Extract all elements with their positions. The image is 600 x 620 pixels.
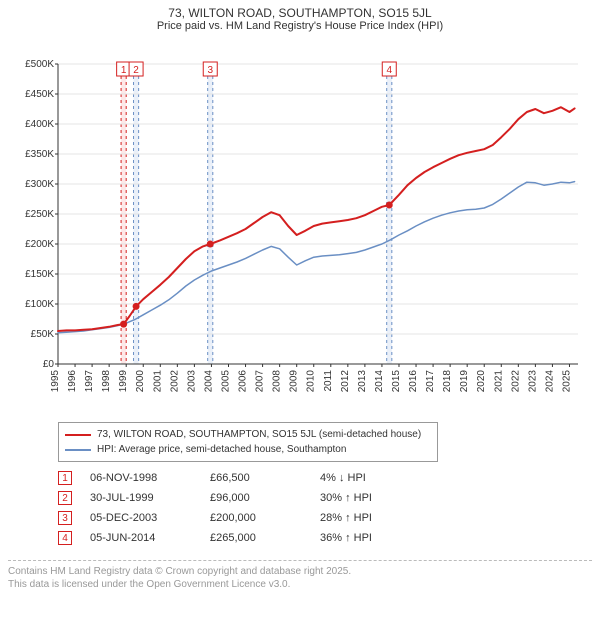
- transaction-price: £96,000: [210, 492, 320, 504]
- svg-text:2013: 2013: [357, 370, 368, 393]
- svg-text:£200K: £200K: [25, 239, 54, 250]
- svg-text:3: 3: [207, 65, 213, 76]
- svg-text:£50K: £50K: [31, 329, 55, 340]
- svg-text:1998: 1998: [101, 370, 112, 393]
- transaction-badge: 3: [58, 511, 72, 525]
- svg-text:2022: 2022: [510, 370, 521, 393]
- transaction-price: £265,000: [210, 532, 320, 544]
- svg-text:£350K: £350K: [25, 149, 54, 160]
- footer-attribution: Contains HM Land Registry data © Crown c…: [8, 560, 592, 591]
- svg-text:1997: 1997: [84, 370, 95, 393]
- legend-label-price-paid: 73, WILTON ROAD, SOUTHAMPTON, SO15 5JL (…: [97, 427, 421, 442]
- transaction-row: 3 05-DEC-2003£200,00028% ↑ HPI: [58, 508, 592, 528]
- svg-text:2012: 2012: [340, 370, 351, 393]
- transaction-row: 1 06-NOV-1998£66,5004% ↓ HPI: [58, 468, 592, 488]
- svg-text:£500K: £500K: [25, 59, 54, 70]
- svg-text:2017: 2017: [425, 370, 436, 393]
- chart-area: £0 £50K £100K £150K £200K £250K £300K £350K £400…: [8, 36, 592, 416]
- svg-text:1: 1: [121, 65, 127, 76]
- transaction-pct-vs-hpi: 4% ↓ HPI: [320, 472, 430, 484]
- transaction-price: £200,000: [210, 512, 320, 524]
- svg-text:2021: 2021: [493, 370, 504, 393]
- svg-text:2007: 2007: [255, 370, 266, 393]
- transaction-badge: 1: [58, 471, 72, 485]
- transaction-pct-vs-hpi: 36% ↑ HPI: [320, 532, 430, 544]
- svg-text:2020: 2020: [476, 370, 487, 393]
- transaction-date: 05-DEC-2003: [90, 512, 210, 524]
- svg-text:2008: 2008: [272, 370, 283, 393]
- svg-text:2019: 2019: [459, 370, 470, 393]
- svg-text:2015: 2015: [391, 370, 402, 393]
- svg-text:2009: 2009: [289, 370, 300, 393]
- svg-text:2003: 2003: [186, 370, 197, 393]
- svg-text:2024: 2024: [544, 370, 555, 393]
- chart-title-line1: 73, WILTON ROAD, SOUTHAMPTON, SO15 5JL: [8, 6, 592, 20]
- footer-line1: Contains HM Land Registry data © Crown c…: [8, 565, 592, 578]
- svg-text:2018: 2018: [442, 370, 453, 393]
- svg-text:£0: £0: [43, 359, 55, 370]
- svg-text:2010: 2010: [306, 370, 317, 393]
- svg-text:2002: 2002: [169, 370, 180, 393]
- legend-item-hpi: HPI: Average price, semi-detached house,…: [65, 442, 431, 457]
- transaction-price: £66,500: [210, 472, 320, 484]
- svg-text:£450K: £450K: [25, 89, 54, 100]
- transaction-badge: 4: [58, 531, 72, 545]
- svg-text:1995: 1995: [50, 370, 61, 393]
- svg-text:1996: 1996: [67, 370, 78, 393]
- svg-text:2023: 2023: [527, 370, 538, 393]
- transactions-table: 106-NOV-1998£66,5004% ↓ HPI230-JUL-1999£…: [58, 468, 592, 548]
- line-chart-svg: £0 £50K £100K £150K £200K £250K £300K £350K £400…: [8, 36, 592, 416]
- svg-text:2014: 2014: [374, 370, 385, 393]
- legend-box: 73, WILTON ROAD, SOUTHAMPTON, SO15 5JL (…: [58, 422, 438, 462]
- footer-line2: This data is licensed under the Open Gov…: [8, 578, 592, 591]
- svg-text:2005: 2005: [220, 370, 231, 393]
- svg-text:£400K: £400K: [25, 119, 54, 130]
- svg-text:2004: 2004: [203, 370, 214, 393]
- svg-text:£300K: £300K: [25, 179, 54, 190]
- legend-label-hpi: HPI: Average price, semi-detached house,…: [97, 442, 346, 457]
- svg-text:£100K: £100K: [25, 299, 54, 310]
- svg-text:£250K: £250K: [25, 209, 54, 220]
- transaction-row: 4 05-JUN-2014£265,00036% ↑ HPI: [58, 528, 592, 548]
- svg-text:4: 4: [386, 65, 392, 76]
- legend-swatch-hpi: [65, 449, 91, 451]
- svg-text:2001: 2001: [152, 370, 163, 393]
- transaction-pct-vs-hpi: 28% ↑ HPI: [320, 512, 430, 524]
- svg-text:2006: 2006: [238, 370, 249, 393]
- chart-container: 73, WILTON ROAD, SOUTHAMPTON, SO15 5JL P…: [0, 0, 600, 552]
- transaction-pct-vs-hpi: 30% ↑ HPI: [320, 492, 430, 504]
- svg-text:2011: 2011: [323, 370, 334, 392]
- svg-text:2000: 2000: [135, 370, 146, 393]
- svg-text:2016: 2016: [408, 370, 419, 393]
- transaction-date: 05-JUN-2014: [90, 532, 210, 544]
- svg-text:1999: 1999: [118, 370, 129, 393]
- transaction-date: 30-JUL-1999: [90, 492, 210, 504]
- svg-text:2: 2: [133, 65, 139, 76]
- legend-swatch-price-paid: [65, 434, 91, 436]
- legend-item-price-paid: 73, WILTON ROAD, SOUTHAMPTON, SO15 5JL (…: [65, 427, 431, 442]
- transaction-date: 06-NOV-1998: [90, 472, 210, 484]
- svg-text:2025: 2025: [561, 370, 572, 393]
- transaction-badge: 2: [58, 491, 72, 505]
- transaction-row: 2 30-JUL-1999£96,00030% ↑ HPI: [58, 488, 592, 508]
- chart-title-line2: Price paid vs. HM Land Registry's House …: [8, 20, 592, 32]
- svg-text:£150K: £150K: [25, 269, 54, 280]
